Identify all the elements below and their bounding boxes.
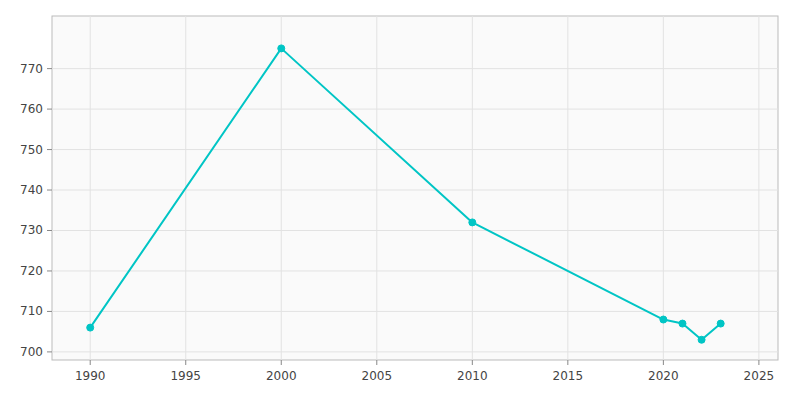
data-line (90, 48, 720, 339)
y-tick (47, 109, 52, 110)
x-tick (472, 360, 473, 365)
y-tick (47, 230, 52, 231)
x-tick-label: 2015 (553, 369, 584, 383)
y-tick-label: 700 (20, 345, 43, 359)
x-tick-label: 2020 (648, 369, 679, 383)
y-tick-label: 730 (20, 223, 43, 237)
y-tick-label: 750 (20, 143, 43, 157)
x-tick-label: 1990 (75, 369, 106, 383)
x-grid-line (567, 16, 568, 360)
x-tick (185, 360, 186, 365)
y-grid-line (52, 149, 778, 150)
y-tick-label: 720 (20, 264, 43, 278)
axes: 1990 1995 2000 2005 2010 2015 2020 2025 700 710 72… (20, 62, 774, 383)
y-tick (47, 351, 52, 352)
x-grid-line (90, 16, 91, 360)
x-tick (281, 360, 282, 365)
data-point (660, 316, 667, 323)
data-point (698, 336, 705, 343)
y-tick-label: 770 (20, 62, 43, 76)
data-point (87, 324, 94, 331)
x-tick-label: 2010 (457, 369, 488, 383)
y-tick-label: 740 (20, 183, 43, 197)
x-tick (90, 360, 91, 365)
y-tick (47, 311, 52, 312)
data-layer (87, 45, 724, 343)
data-point (717, 320, 724, 327)
y-tick (47, 190, 52, 191)
y-grid-line (52, 109, 778, 110)
x-tick (758, 360, 759, 365)
x-tick (376, 360, 377, 365)
x-grid-line (281, 16, 282, 360)
x-grid-line (472, 16, 473, 360)
x-tick (567, 360, 568, 365)
chart-container: 1990 1995 2000 2005 2010 2015 2020 2025 700 710 72… (0, 0, 800, 400)
x-tick-label: 2000 (266, 369, 297, 383)
grid (52, 16, 778, 360)
y-grid-line (52, 190, 778, 191)
x-tick (663, 360, 664, 365)
x-grid-line (758, 16, 759, 360)
data-point (278, 45, 285, 52)
x-tick-label: 1995 (170, 369, 201, 383)
y-grid-line (52, 68, 778, 69)
x-tick-label: 2005 (362, 369, 393, 383)
x-grid-line (663, 16, 664, 360)
y-tick (47, 68, 52, 69)
x-tick-label: 2025 (744, 369, 775, 383)
y-grid-line (52, 351, 778, 352)
y-grid-line (52, 230, 778, 231)
x-grid-line (376, 16, 377, 360)
chart-svg: 1990 1995 2000 2005 2010 2015 2020 2025 700 710 72… (0, 0, 800, 400)
y-tick-label: 710 (20, 304, 43, 318)
y-grid-line (52, 270, 778, 271)
y-tick (47, 149, 52, 150)
plot-frame (52, 16, 778, 360)
y-tick-label: 760 (20, 102, 43, 116)
data-point (469, 219, 476, 226)
y-grid-line (52, 311, 778, 312)
y-tick (47, 270, 52, 271)
data-point (679, 320, 686, 327)
